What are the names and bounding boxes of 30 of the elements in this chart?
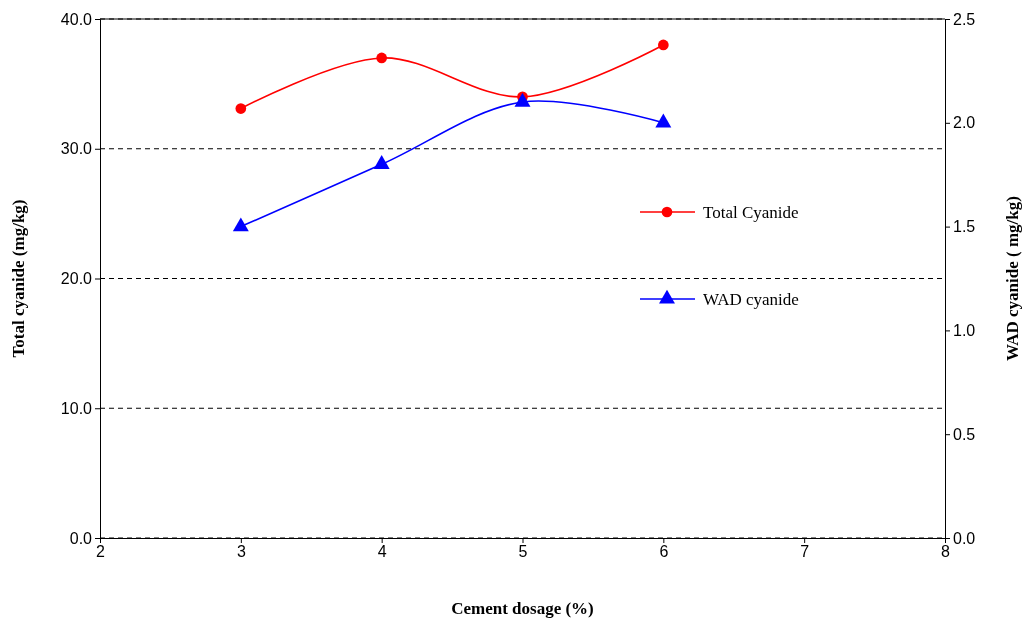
point [376,52,388,64]
x-tick-label: 8 [941,543,951,561]
x-tick-label: 7 [800,543,810,561]
y2-tick-label: 2.0 [953,114,976,132]
x-tick-label: 3 [236,543,246,561]
y2-tick-label: 1.0 [953,322,976,340]
y-tick-label: 0.0 [69,529,93,547]
y2-tick-label: 0.0 [953,529,976,547]
point [514,92,531,107]
x-tick-label: 6 [659,543,669,561]
y2-axis-title: WAD cyanide ( mg/kg) [1003,196,1022,361]
point [655,113,672,128]
x-axis-title: Cement dosage (%) [451,599,594,618]
legend-label: Total Cyanide [703,203,799,222]
y-tick-label: 20.0 [60,270,93,288]
x-tick-label: 5 [518,543,528,561]
point [657,39,669,51]
y2-tick-label: 2.5 [953,10,976,28]
x-tick-label: 4 [377,543,387,561]
legend-label: WAD cyanide [703,290,799,309]
y-tick-label: 40.0 [60,10,93,28]
y-axis-title: Total cyanide (mg/kg) [9,199,28,358]
point [373,155,390,169]
point [232,217,249,232]
y-tick-label: 30.0 [60,140,93,158]
y2-tick-label: 0.5 [953,425,976,443]
y2-tick-label: 1.5 [953,218,976,236]
y-tick-label: 10.0 [60,399,93,417]
point [235,103,247,114]
x-tick-label: 2 [96,543,106,561]
